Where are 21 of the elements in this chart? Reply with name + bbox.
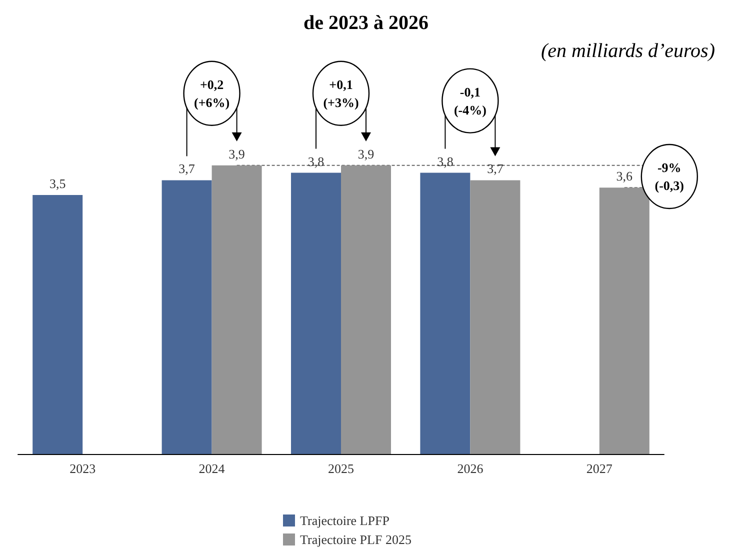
data-label: 3,8: [308, 154, 324, 169]
chart-title: de 2023 à 2026: [304, 12, 428, 34]
x-tick-label: 2026: [457, 461, 484, 476]
data-label: 3,9: [358, 146, 374, 162]
text: +0,2 (+6%): [194, 76, 230, 110]
data-label: 3,8: [437, 154, 454, 169]
annotation: -9% (-0,3): [654, 160, 684, 193]
x-tick-label: 2024: [198, 461, 226, 476]
text: +0,1 (+3%): [323, 76, 359, 110]
chart-subtitle: (en milliards d’euros): [540, 40, 716, 62]
data-label: 3,6: [616, 168, 634, 184]
legend-label: Trajectoire LPFP: [300, 513, 390, 528]
legend-label: Trajectoire PLF 2025: [300, 532, 412, 547]
data-label: 3,9: [228, 146, 245, 162]
data-label: 3,7: [487, 161, 504, 176]
x-tick-label: 2025: [328, 461, 354, 476]
data-label: 3,7: [178, 161, 196, 176]
x-tick-label: 2027: [586, 461, 613, 476]
data-label: 3,5: [49, 176, 66, 191]
x-tick-label: 2023: [70, 461, 96, 476]
text: -0,1 (-4%): [454, 84, 486, 118]
